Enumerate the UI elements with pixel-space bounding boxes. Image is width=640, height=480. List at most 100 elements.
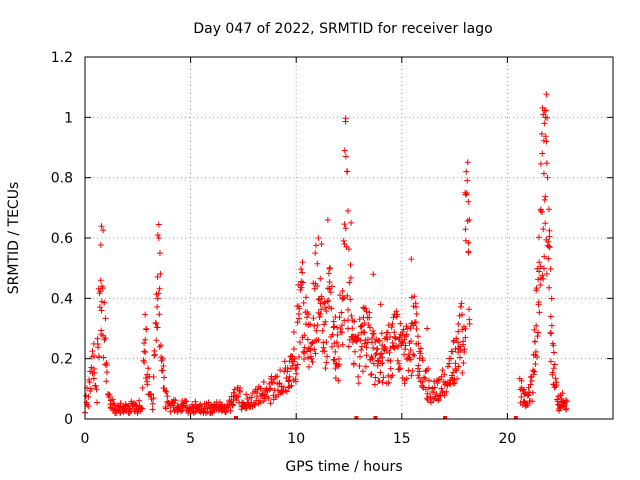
data-point: [161, 385, 168, 392]
data-point: [385, 379, 392, 386]
data-point: [102, 315, 109, 322]
data-point: [546, 233, 553, 240]
data-point: [301, 344, 308, 351]
data-point: [307, 353, 314, 360]
data-point: [310, 315, 317, 322]
data-point: [162, 388, 169, 395]
data-point: [345, 343, 352, 350]
data-point: [543, 107, 550, 114]
data-point: [320, 339, 327, 346]
data-point: [154, 324, 161, 331]
data-point: [542, 114, 549, 121]
data-point: [312, 350, 319, 357]
data-point: [425, 384, 432, 391]
data-point: [245, 402, 252, 409]
data-point: [233, 397, 240, 404]
data-point: [435, 397, 442, 404]
data-point: [529, 398, 536, 405]
data-point: [457, 347, 464, 354]
data-point: [100, 227, 107, 234]
data-point: [183, 398, 190, 405]
data-point: [416, 374, 423, 381]
data-point: [159, 355, 166, 362]
data-point: [172, 397, 179, 404]
baseline-marker: [443, 416, 448, 419]
data-point: [424, 325, 431, 332]
data-point: [396, 360, 403, 367]
data-point: [407, 356, 414, 363]
data-point: [376, 337, 383, 344]
data-point: [540, 275, 547, 282]
data-point: [358, 323, 365, 330]
data-point: [314, 282, 321, 289]
y-tick-label: 1: [64, 110, 73, 126]
data-point: [312, 242, 319, 249]
data-point: [318, 241, 325, 248]
data-point: [296, 315, 303, 322]
data-point: [459, 326, 466, 333]
data-point: [331, 340, 338, 347]
data-point: [142, 336, 149, 343]
data-point: [562, 397, 569, 404]
data-point: [331, 323, 338, 330]
data-point: [539, 209, 546, 216]
data-point: [403, 331, 410, 338]
data-point: [450, 369, 457, 376]
data-point: [385, 357, 392, 364]
data-point: [546, 243, 553, 250]
data-point: [284, 368, 291, 375]
data-point: [323, 359, 330, 366]
data-point: [162, 405, 169, 412]
data-point: [422, 386, 429, 393]
data-point: [144, 381, 151, 388]
data-point: [229, 402, 236, 409]
data-point: [222, 409, 229, 416]
data-point: [420, 374, 427, 381]
y-axis-label: SRMTID / TECUs: [6, 182, 22, 295]
data-point: [336, 314, 343, 321]
data-point: [361, 340, 368, 347]
data-point: [171, 407, 178, 414]
data-point: [400, 351, 407, 358]
data-point: [328, 283, 335, 290]
data-point: [376, 355, 383, 362]
data-point: [547, 266, 554, 273]
data-point: [543, 160, 550, 167]
data-point: [403, 356, 410, 363]
data-point: [288, 382, 295, 389]
data-point: [316, 314, 323, 321]
data-point: [155, 235, 162, 241]
data-point: [317, 275, 324, 282]
data-point: [290, 329, 297, 336]
y-tick-label: 0: [64, 412, 73, 428]
data-point: [156, 285, 163, 292]
data-point: [361, 320, 368, 327]
data-point: [235, 393, 242, 400]
data-point: [411, 352, 418, 359]
data-point: [324, 216, 331, 223]
data-point: [248, 394, 255, 401]
data-point: [257, 399, 264, 406]
data-point: [265, 395, 272, 402]
data-point: [267, 385, 274, 392]
data-point: [379, 379, 386, 386]
data-point: [155, 290, 162, 297]
data-point: [296, 305, 303, 312]
x-tick-label: 5: [186, 431, 195, 447]
data-point: [328, 305, 335, 312]
baseline-marker: [513, 416, 518, 419]
data-point: [317, 311, 324, 318]
data-point: [150, 373, 157, 380]
data-point: [163, 388, 170, 395]
data-point: [373, 350, 380, 357]
data-point: [377, 369, 384, 376]
data-point: [456, 343, 463, 350]
data-point: [416, 368, 423, 375]
data-point: [355, 373, 362, 380]
data-point: [285, 378, 292, 385]
data-point: [96, 290, 103, 297]
data-point: [149, 400, 156, 407]
data-point: [383, 347, 390, 354]
data-point: [374, 362, 381, 369]
data-point: [393, 308, 400, 315]
